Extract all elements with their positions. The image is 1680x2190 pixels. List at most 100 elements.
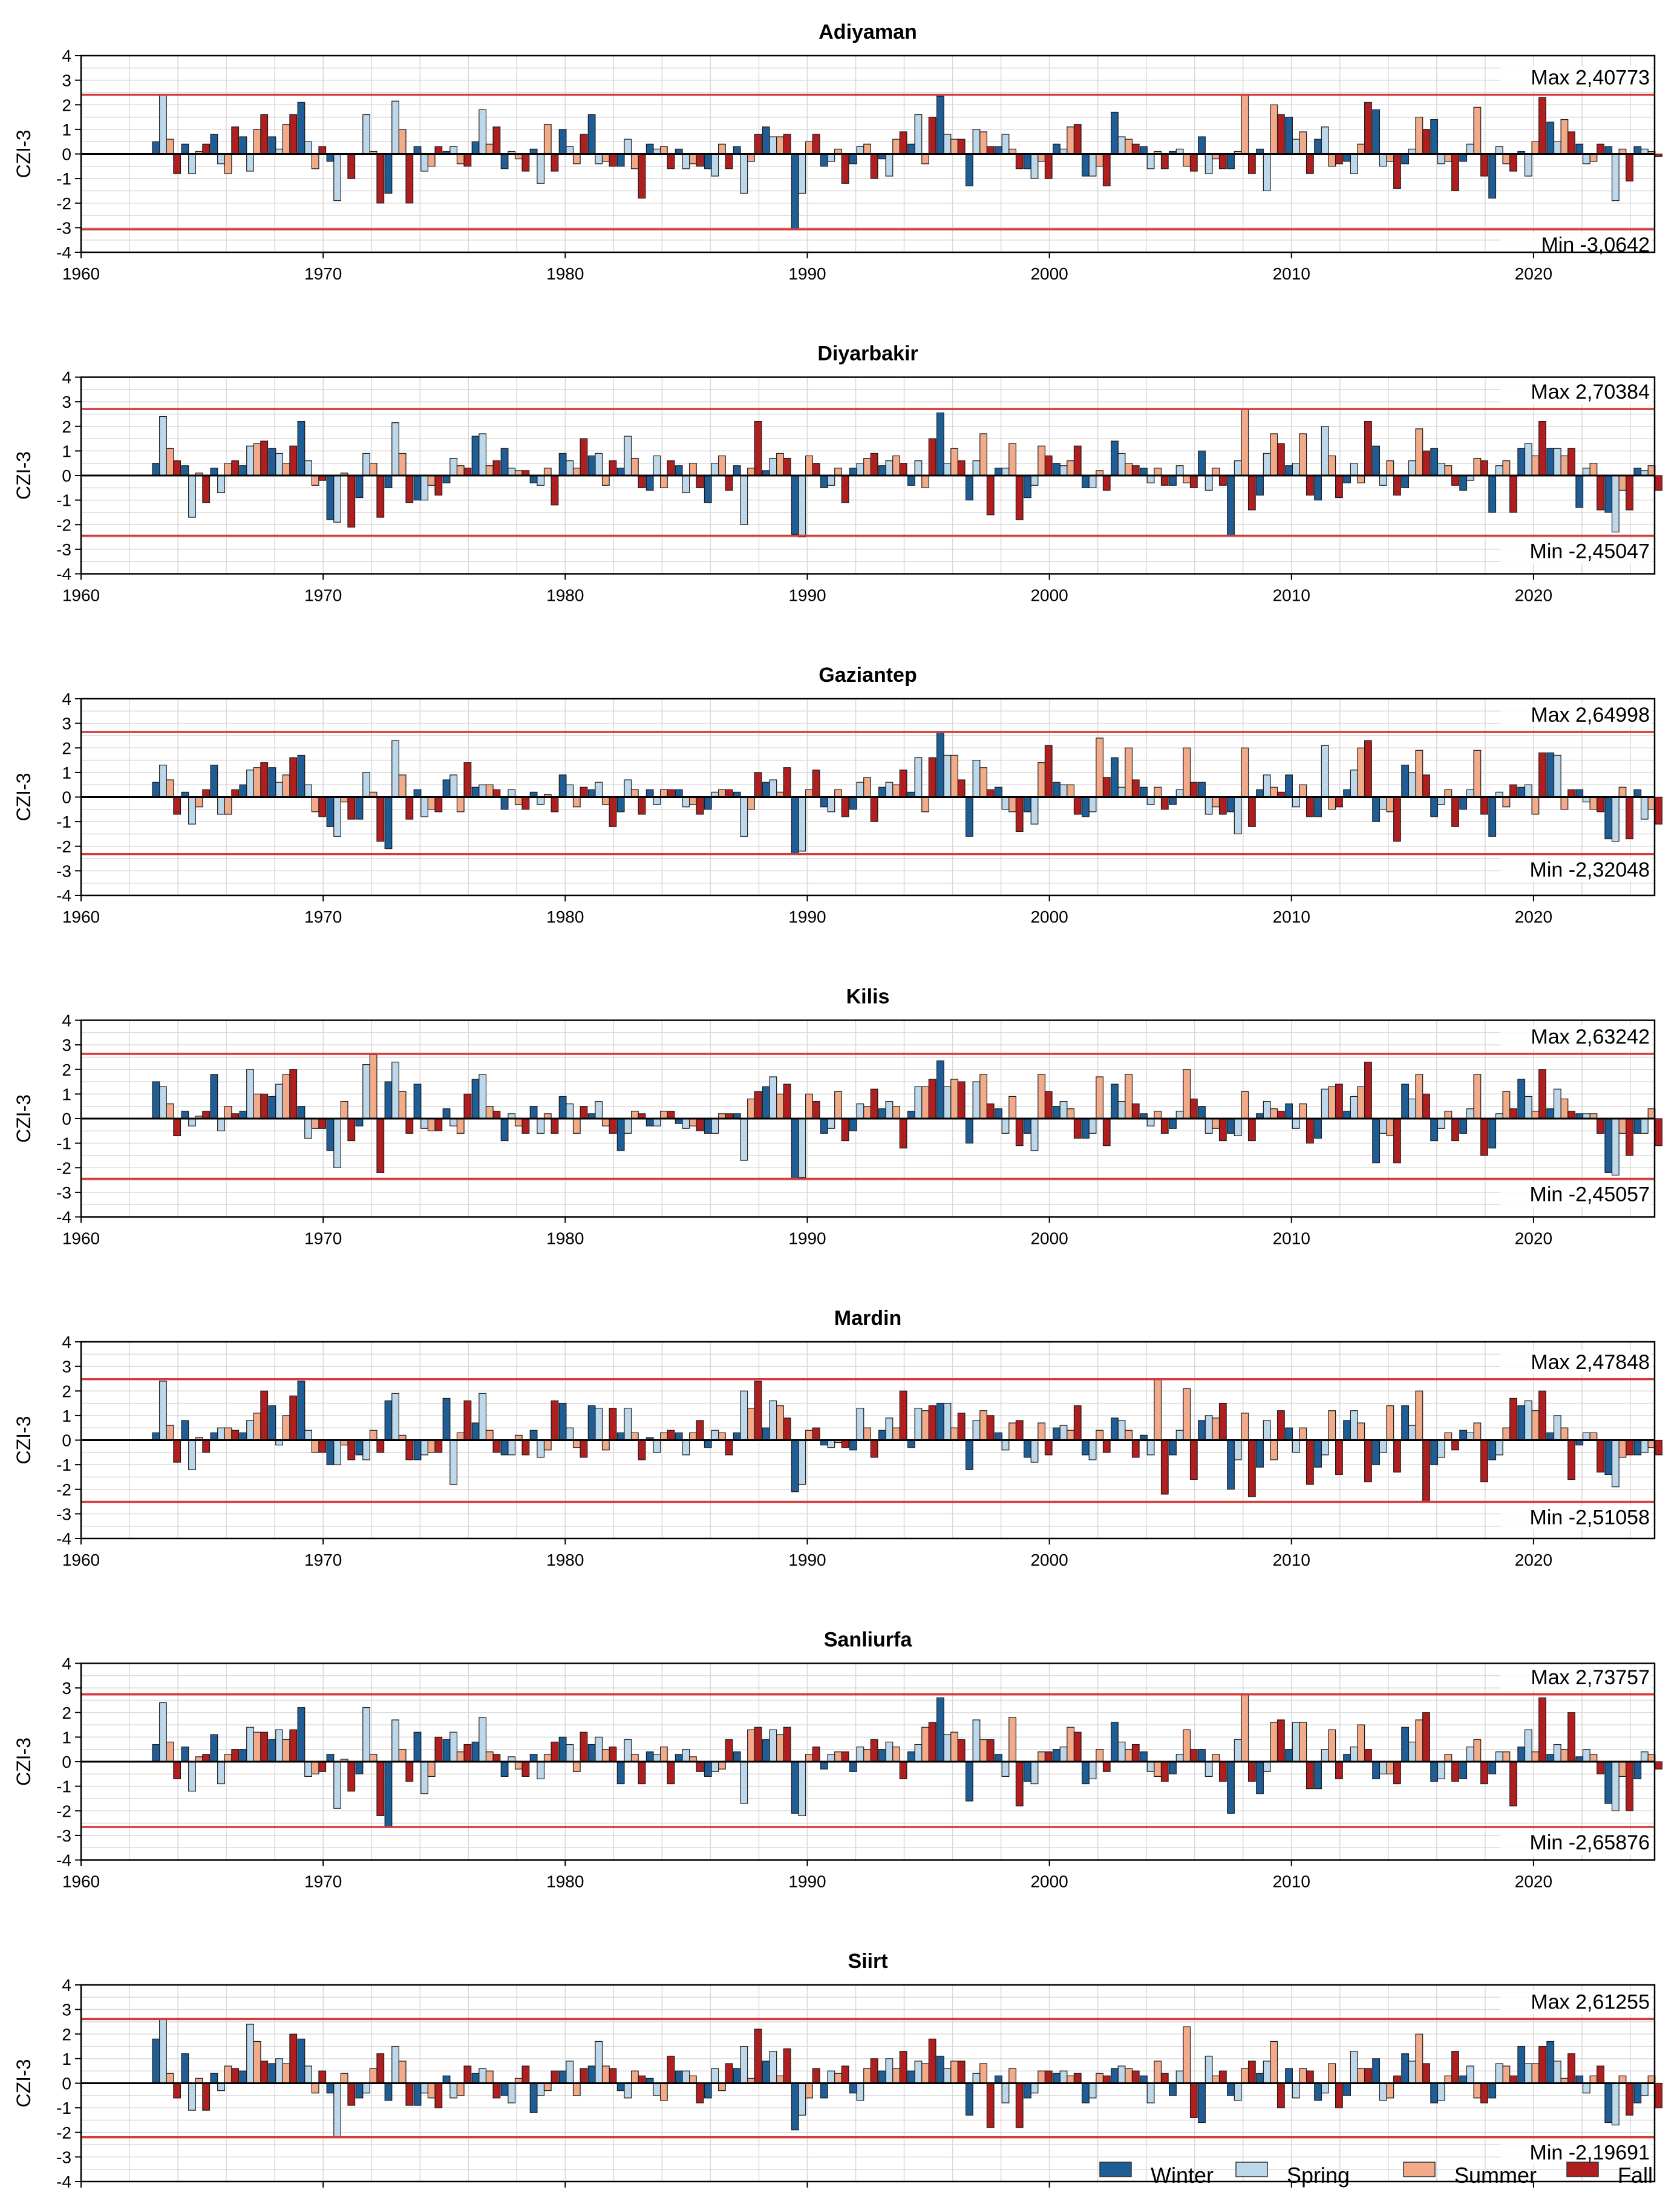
bar-winter bbox=[994, 1108, 1002, 1119]
bar-summer bbox=[456, 465, 465, 476]
bar-summer bbox=[224, 796, 232, 815]
bar-fall bbox=[1422, 2063, 1430, 2084]
bar-fall bbox=[1044, 153, 1053, 179]
bar-spring bbox=[1379, 153, 1387, 167]
bar-summer bbox=[456, 2082, 465, 2096]
bar-summer bbox=[1241, 747, 1249, 798]
bar-spring bbox=[711, 1118, 719, 1134]
bar-spring bbox=[1553, 1088, 1561, 1119]
legend-label: Summer bbox=[1454, 2163, 1537, 2188]
bar-winter bbox=[587, 1744, 596, 1762]
bar-summer bbox=[456, 1118, 465, 1134]
bar-winter bbox=[762, 782, 770, 798]
bar-summer bbox=[195, 796, 203, 808]
bar-summer bbox=[1183, 1729, 1191, 1762]
bar-spring bbox=[1001, 1761, 1010, 1777]
bar-winter bbox=[994, 1432, 1002, 1441]
x-tick-label: 1990 bbox=[788, 1551, 826, 1569]
bar-summer bbox=[1357, 1086, 1365, 1119]
bar-winter bbox=[965, 796, 973, 837]
bar-summer bbox=[1038, 1751, 1046, 1762]
bar-spring bbox=[827, 1118, 835, 1129]
bar-winter bbox=[791, 153, 799, 230]
bar-winter bbox=[1140, 1751, 1148, 1762]
bar-fall bbox=[1247, 2061, 1256, 2084]
bar-spring bbox=[246, 1420, 254, 1441]
bar-summer bbox=[572, 2082, 581, 2096]
bar-fall bbox=[260, 1093, 269, 1119]
bar-summer bbox=[1125, 139, 1133, 155]
bar-fall bbox=[754, 2028, 762, 2084]
bar-summer bbox=[572, 1761, 581, 1772]
x-tick-label: 1970 bbox=[304, 586, 342, 605]
x-tick-label: 2010 bbox=[1273, 586, 1310, 605]
bar-winter bbox=[1604, 146, 1613, 155]
bar-summer bbox=[718, 143, 726, 155]
bar-winter bbox=[1053, 1427, 1061, 1441]
bar-winter bbox=[442, 475, 451, 483]
bar-summer bbox=[805, 1093, 813, 1119]
bar-summer bbox=[1096, 1076, 1104, 1119]
bar-winter bbox=[1575, 789, 1584, 798]
bar-winter bbox=[1604, 475, 1613, 513]
bar-summer bbox=[1415, 750, 1423, 798]
bars bbox=[152, 2019, 1663, 2138]
bar-spring bbox=[1321, 126, 1329, 155]
bar-spring bbox=[972, 1719, 981, 1762]
bar-fall bbox=[957, 779, 966, 798]
bar-winter bbox=[413, 1731, 422, 1762]
bar-fall bbox=[1160, 1761, 1169, 1782]
bar-spring bbox=[362, 2082, 370, 2094]
bar-winter bbox=[471, 1422, 480, 1441]
bar-fall bbox=[1509, 475, 1517, 513]
bar-summer bbox=[1473, 750, 1482, 798]
bar-summer bbox=[1473, 106, 1482, 155]
bar-fall bbox=[463, 153, 472, 167]
bar-summer bbox=[1067, 460, 1075, 476]
min-label-bg bbox=[1500, 232, 1652, 257]
bar-summer bbox=[1618, 475, 1627, 491]
bar-spring bbox=[333, 475, 341, 523]
bar-winter bbox=[529, 2082, 538, 2113]
y-tick-label: 2 bbox=[62, 1382, 71, 1401]
bar-winter bbox=[704, 1118, 712, 1134]
max-label-bg bbox=[1500, 65, 1652, 90]
bar-fall bbox=[1480, 153, 1488, 177]
bar-fall bbox=[1509, 1761, 1517, 1806]
bar-fall bbox=[318, 1761, 327, 1772]
bar-winter bbox=[326, 2082, 335, 2094]
bar-spring bbox=[711, 1761, 719, 1772]
bar-spring bbox=[1292, 796, 1300, 808]
bar-winter bbox=[1488, 475, 1497, 513]
bar-fall bbox=[405, 475, 414, 503]
bar-winter bbox=[529, 1106, 538, 1119]
legend-label: Spring bbox=[1287, 2163, 1350, 2188]
bar-winter bbox=[1140, 2075, 1148, 2084]
bar-fall bbox=[1247, 475, 1256, 511]
bar-winter bbox=[326, 1118, 335, 1151]
bar-summer bbox=[282, 774, 290, 798]
bar-fall bbox=[754, 1727, 762, 1762]
bar-fall bbox=[1276, 2082, 1285, 2108]
min-label: Min -2,45057 bbox=[1530, 1183, 1650, 1206]
bar-fall bbox=[1451, 153, 1459, 192]
bar-winter bbox=[1169, 796, 1177, 805]
bar-fall bbox=[173, 1761, 181, 1780]
bar-spring bbox=[217, 796, 225, 815]
bar-fall bbox=[1073, 445, 1082, 476]
bar-fall bbox=[870, 153, 878, 179]
bar-winter bbox=[1314, 796, 1322, 817]
bar-winter bbox=[384, 1400, 393, 1441]
bar-winter bbox=[268, 1096, 276, 1119]
bar-summer bbox=[1008, 1096, 1016, 1119]
bar-winter bbox=[1314, 1761, 1322, 1790]
bar-fall bbox=[1189, 2082, 1198, 2118]
bar-spring bbox=[333, 1761, 341, 1809]
bar-spring bbox=[653, 455, 661, 476]
bar-summer bbox=[1008, 1717, 1016, 1762]
bar-summer bbox=[718, 1761, 726, 1770]
bar-spring bbox=[449, 1439, 458, 1485]
bar-winter bbox=[616, 1432, 625, 1441]
